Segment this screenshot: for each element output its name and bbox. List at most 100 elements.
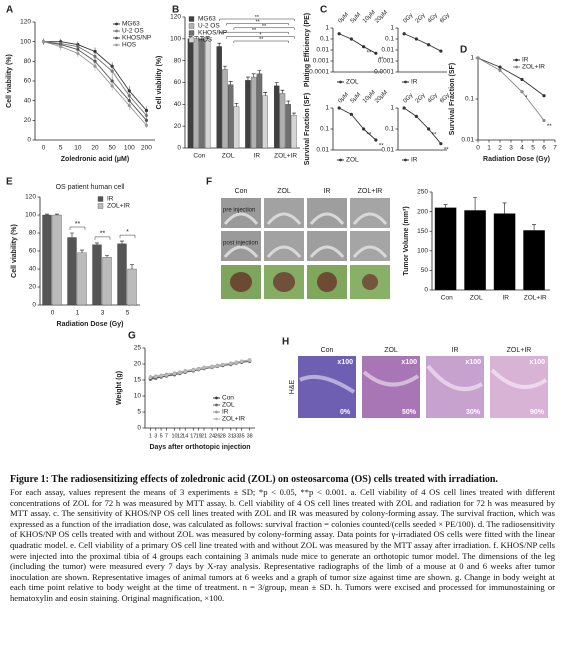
column-label: Con [321,347,334,354]
x-tick-label: 2Gy [415,92,427,104]
x-tick-label: 10μM [362,10,377,25]
data-point [374,51,378,55]
significance-bracket [69,226,86,230]
y-tick-label: 60 [174,79,182,86]
data-point [374,138,378,142]
x-tick-label: ZOL [470,295,483,302]
data-point [414,114,418,118]
y-tick-label: 25 [134,345,142,352]
significance-label: ** [259,37,264,43]
x-tick-label: 50 [109,145,117,152]
significance-label: ** [75,221,81,228]
legend-swatch [97,196,104,202]
data-point [191,368,195,372]
error-bar [502,202,507,214]
y-tick-label: 80 [29,230,37,237]
bar [279,93,286,149]
y-tick-label: 0.01 [316,147,329,154]
data-point [349,37,353,41]
magnification: x100 [337,359,353,366]
legend-swatch [97,203,104,209]
histology-image [362,356,420,418]
caption-body: For each assay, values represent the mea… [10,487,555,603]
data-point [427,43,431,47]
y-tick-label: 150 [417,228,428,235]
bar [262,95,268,149]
significance-bracket [226,23,289,26]
y-tick-label: 100 [25,212,36,219]
legend-swatch [188,30,195,36]
tumor [362,274,378,290]
bar [204,38,211,149]
column-label: IR [452,347,459,354]
x-tick-label: 5μM [350,12,363,25]
data-point [402,32,406,36]
legend-marker [115,43,118,47]
significance-label: * [525,95,528,101]
tumor [317,272,337,292]
x-tick-label: 200 [141,145,152,152]
column-label: ZOL+IR [358,188,383,195]
percent-label: 30% [466,409,481,416]
panel-letter: B [172,5,179,16]
bar [227,84,234,149]
x-tick-label: IR [503,295,510,302]
legend-marker [115,22,118,26]
magnification: x100 [529,359,545,366]
y-tick-label: 100 [417,248,428,255]
x-tick-label: IR [254,153,261,160]
data-point [349,112,353,116]
x-tick-label: 3 [154,433,157,439]
panel-letter: H [282,337,289,348]
legend-label: IR [411,157,418,164]
panel-letter: C [320,5,327,16]
error-bar [443,204,448,208]
data-point [498,68,502,72]
y-tick-label: 0.01 [316,47,329,54]
x-tick-label: Con [193,153,205,160]
x-tick-label: 5 [59,145,63,152]
error-bar [263,92,268,96]
data-point [427,127,431,131]
significance-label: ** [379,144,384,150]
legend-marker [115,29,118,33]
x-tick-label: 20μM [374,90,389,105]
x-tick-label: 0Gy [402,12,414,24]
significance-label: ** [432,133,437,139]
significance-label: ** [262,24,267,30]
legend-label: KHOS/NP [198,30,227,37]
x-tick-label: 2 [498,145,502,152]
legend-label: IR [522,57,529,64]
y-tick-label: 100 [170,36,181,43]
x-tick-label: 100 [124,145,135,152]
data-point [337,106,341,110]
y-tick-label: 5 [137,409,141,416]
data-point [439,142,443,146]
x-tick-label: 0μM [337,12,350,25]
data-point [402,106,406,110]
row-label: post injection [223,241,258,247]
legend-marker [215,396,218,400]
legend-label: MG63 [122,21,140,28]
y-tick-label: 0 [177,145,181,152]
significance-label: ** [367,133,372,139]
percent-label: 0% [340,409,351,416]
bar [127,268,137,306]
x-tick-label: 7 [165,433,168,439]
x-tick-label: 21 [201,433,207,439]
error-bar [70,232,74,238]
data-point [183,369,187,373]
y-tick-label: 80 [174,57,182,64]
error-bar [473,197,478,211]
significance-label: ** [252,28,257,34]
legend-label: KHOS/NP [122,35,151,42]
error-bar [532,224,537,231]
x-axis-label: Radiation Dose (Gy) [483,156,550,163]
data-point [210,365,214,369]
legend-marker [115,36,118,40]
y-tick-label: 40 [24,97,32,104]
bar [199,38,205,149]
legend-marker [339,158,342,162]
legend-marker [339,80,342,84]
x-tick-label: 35 [239,433,245,439]
